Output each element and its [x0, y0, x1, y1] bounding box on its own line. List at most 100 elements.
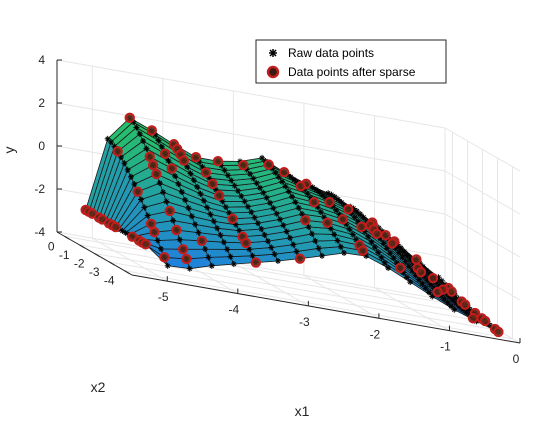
raw-data-point [200, 197, 207, 204]
sparse-data-point [357, 245, 368, 256]
raw-data-point [333, 207, 340, 214]
grid-line [444, 170, 521, 215]
grid-line [444, 127, 521, 172]
raw-data-point [214, 225, 221, 232]
sparse-data-point [295, 181, 306, 192]
raw-data-point [365, 233, 372, 240]
legend: Raw data points Data points after sparse [255, 39, 447, 84]
raw-data-point [172, 173, 179, 180]
sparse-data-point [166, 163, 178, 174]
raw-data-point [220, 239, 227, 246]
sparse-data-point [356, 221, 367, 233]
z-tick-label: -2 [34, 182, 45, 196]
sparse-data-point [212, 155, 224, 167]
sparse-data-point [446, 286, 457, 297]
raw-data-point [351, 214, 358, 221]
raw-data-point [208, 262, 215, 269]
raw-data-point [186, 265, 193, 272]
legend-asterisk-marker [269, 49, 277, 57]
sparse-data-point [427, 273, 439, 284]
raw-data-point [375, 249, 382, 256]
raw-data-point [415, 276, 422, 283]
sparse-data-point [177, 244, 189, 255]
sparse-data-point [432, 286, 443, 298]
raw-data-point [178, 188, 185, 195]
y-tick-label: 0 [48, 239, 55, 253]
sparse-data-point [278, 167, 290, 178]
raw-data-point [217, 232, 224, 239]
sparse-data-point [144, 151, 155, 162]
grid-line [64, 235, 453, 305]
raw-data-point [282, 183, 289, 190]
raw-data-point [266, 199, 273, 206]
y-tick [124, 270, 130, 275]
sparse-data-point [294, 253, 306, 264]
x-tick-label: 0 [513, 352, 520, 366]
raw-data-point [175, 180, 182, 187]
raw-data-point [241, 198, 248, 205]
x-tick-label: -5 [158, 290, 169, 304]
sparse-data-point [411, 254, 422, 265]
raw-data-point [463, 309, 470, 316]
sparse-data-point [342, 204, 354, 215]
raw-data-point [360, 214, 367, 221]
tick-labels: 420-2-40-1-2-3-4-5-4-3-2-10 [34, 53, 521, 366]
raw-data-point [403, 274, 410, 281]
sparse-data-point [387, 238, 398, 249]
raw-data-point [205, 254, 212, 261]
raw-data-point [309, 184, 316, 191]
raw-data-point [158, 245, 165, 252]
raw-data-point [402, 258, 409, 265]
y-tick-label: -4 [104, 274, 115, 288]
raw-data-point [250, 175, 257, 182]
raw-data-point [273, 210, 280, 217]
sparse-data-point [324, 197, 335, 208]
raw-data-point [254, 220, 261, 227]
raw-data-point [182, 197, 189, 204]
raw-data-point [187, 170, 194, 177]
sparse-data-point [308, 197, 320, 208]
sparse-data-point [395, 262, 406, 274]
grid-line [56, 102, 446, 172]
raw-data-point [272, 169, 279, 176]
raw-data-point [158, 143, 165, 150]
raw-data-point [438, 277, 445, 284]
raw-data-point [164, 262, 171, 269]
sparse-data-point [181, 253, 192, 265]
raw-data-point [163, 198, 170, 205]
legend-box [255, 39, 447, 84]
raw-data-point [261, 231, 268, 238]
sparse-data-point [146, 125, 158, 136]
raw-data-point [230, 261, 237, 268]
x-tick-label: -1 [440, 340, 451, 354]
sparse-data-point [159, 148, 171, 159]
x-axis-label: x1 [295, 403, 310, 419]
sparse-data-point [459, 299, 471, 310]
raw-data-point [131, 181, 138, 188]
raw-data-point [286, 234, 293, 241]
raw-data-point [197, 190, 204, 197]
raw-data-point [244, 203, 251, 210]
raw-data-point [380, 240, 387, 247]
grid-line [444, 213, 521, 258]
z-tick-label: -4 [34, 225, 45, 239]
sparse-data-point [415, 266, 427, 278]
sparse-data-point [227, 213, 238, 225]
raw-data-point [156, 180, 163, 187]
sparse-data-point [380, 229, 391, 241]
raw-data-point [353, 208, 360, 215]
sparse-data-point [159, 252, 170, 263]
raw-data-point [141, 204, 148, 211]
raw-data-point [275, 174, 282, 181]
raw-data-point [341, 250, 348, 257]
raw-data-point [188, 213, 195, 220]
x-tick-label: -3 [299, 315, 310, 329]
raw-data-point [128, 173, 135, 180]
raw-data-point [136, 130, 143, 137]
raw-data-point [280, 222, 287, 229]
y-tick [64, 235, 70, 240]
raw-data-point [290, 241, 297, 248]
raw-data-point [202, 246, 209, 253]
sparse-data-point [149, 226, 160, 238]
